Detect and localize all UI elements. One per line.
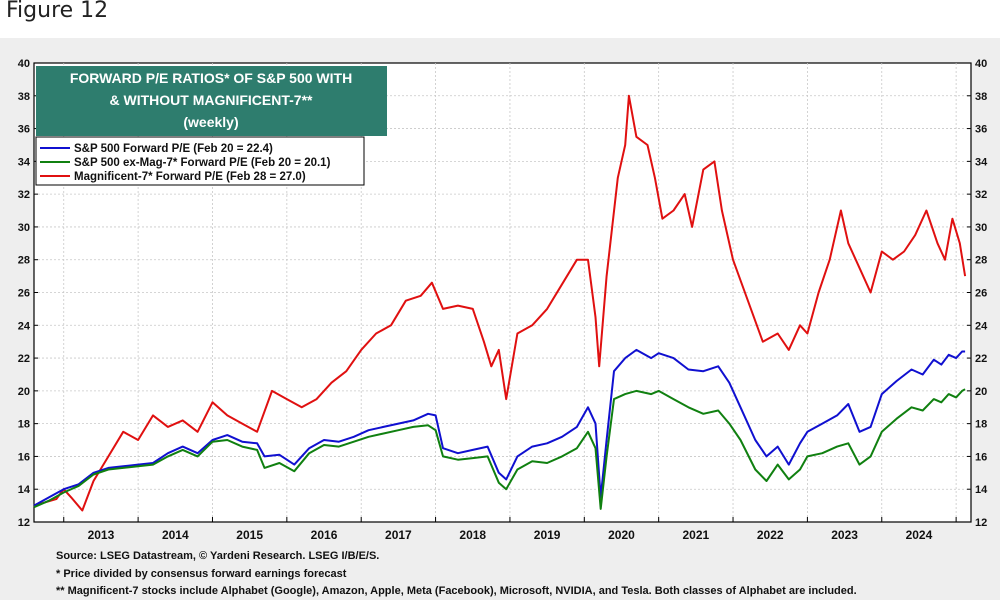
footnote-magnificent-7: ** Magnificent-7 stocks include Alphabet… <box>56 585 857 597</box>
y-tick-label: 26 <box>975 288 987 300</box>
x-tick-label: 2015 <box>236 528 263 542</box>
x-tick-label: 2017 <box>385 528 412 542</box>
y-tick-label: 14 <box>18 484 31 496</box>
legend-label-sp500: S&P 500 Forward P/E (Feb 20 = 22.4) <box>74 143 273 155</box>
y-axis-left: 12 14 16 18 20 22 24 26 28 30 32 34 36 38 40 <box>18 58 38 529</box>
chart-title-box: FORWARD P/E RATIOS* OF S&P 500 WITH & WI… <box>36 66 387 136</box>
y-tick-label: 20 <box>18 386 30 398</box>
y-tick-label: 20 <box>975 386 987 398</box>
y-tick-label: 18 <box>18 419 30 431</box>
y-tick-label: 24 <box>18 320 31 332</box>
y-tick-label: 30 <box>18 222 30 234</box>
x-axis: 2013 2014 2015 2016 2017 2018 2019 2020 2021 2022… <box>63 517 957 542</box>
y-tick-label: 38 <box>18 91 30 103</box>
y-tick-label: 30 <box>975 222 987 234</box>
y-tick-label: 18 <box>975 419 987 431</box>
y-tick-label: 16 <box>18 451 30 463</box>
y-tick-label: 36 <box>18 124 30 136</box>
y-tick-label: 12 <box>975 517 987 529</box>
y-tick-label: 22 <box>18 353 30 365</box>
x-tick-label: 2020 <box>608 528 635 542</box>
y-tick-label: 26 <box>18 288 30 300</box>
x-tick-label: 2021 <box>682 528 709 542</box>
x-tick-label: 2024 <box>906 528 933 542</box>
exmag7-line <box>33 388 966 510</box>
y-tick-label: 22 <box>975 353 987 365</box>
x-tick-label: 2014 <box>162 528 189 542</box>
chart-subtitle: (weekly) <box>183 114 238 130</box>
series-lines <box>33 94 967 512</box>
y-axis-right: 12 14 16 18 20 22 24 26 28 30 32 34 36 38 40 <box>967 58 988 529</box>
figure-label: Figure 12 <box>6 0 109 23</box>
y-tick-label: 28 <box>18 255 30 267</box>
y-tick-label: 38 <box>975 91 987 103</box>
y-tick-label: 24 <box>975 320 988 332</box>
sp500-line <box>33 348 966 507</box>
y-tick-label: 12 <box>18 517 30 529</box>
legend-label-mag7: Magnificent-7* Forward P/E (Feb 28 = 27.… <box>74 171 306 183</box>
mag7-line <box>33 94 967 512</box>
y-tick-label: 34 <box>975 156 988 168</box>
x-tick-label: 2018 <box>459 528 486 542</box>
y-tick-label: 40 <box>18 58 30 70</box>
legend-label-exmag: S&P 500 ex-Mag-7* Forward P/E (Feb 20 = … <box>74 157 331 169</box>
footnote-forward-pe: * Price divided by consensus forward ear… <box>56 568 347 580</box>
chart-title-line-1: FORWARD P/E RATIOS* OF S&P 500 WITH <box>70 70 352 86</box>
chart-title-line-2: & WITHOUT MAGNIFICENT-7** <box>110 92 314 108</box>
x-tick-label: 2022 <box>757 528 784 542</box>
y-tick-label: 32 <box>975 189 987 201</box>
y-tick-label: 40 <box>975 58 987 70</box>
legend: S&P 500 Forward P/E (Feb 20 = 22.4) S&P … <box>35 136 365 186</box>
y-tick-label: 14 <box>975 484 988 496</box>
x-tick-label: 2023 <box>831 528 858 542</box>
y-tick-label: 36 <box>975 124 987 136</box>
x-tick-label: 2016 <box>311 528 338 542</box>
source-note: Source: LSEG Datastream, © Yardeni Resea… <box>56 550 380 562</box>
y-tick-label: 16 <box>975 451 987 463</box>
y-tick-label: 28 <box>975 255 987 267</box>
y-tick-label: 32 <box>18 189 30 201</box>
x-tick-label: 2013 <box>88 528 115 542</box>
y-tick-label: 34 <box>18 156 31 168</box>
x-tick-label: 2019 <box>534 528 561 542</box>
